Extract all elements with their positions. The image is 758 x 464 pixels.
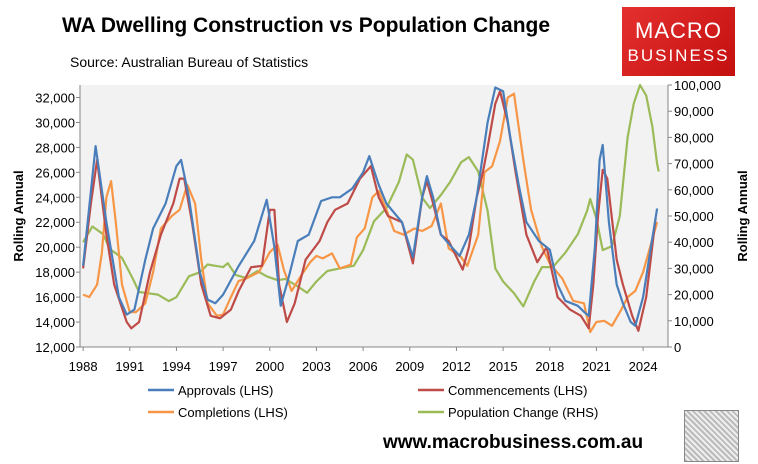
- y-tick-label-left: 24,000: [35, 190, 75, 205]
- y-tick-label-right: 0: [674, 340, 681, 355]
- y-tick-label-left: 30,000: [35, 115, 75, 130]
- y-tick-label-left: 18,000: [35, 265, 75, 280]
- y-axis-label-left: Rolling Annual: [11, 170, 26, 261]
- x-tick-label: 2009: [395, 359, 424, 374]
- y-tick-label-right: 20,000: [674, 288, 714, 303]
- legend-item: Completions (LHS): [148, 405, 288, 420]
- x-tick-label: 2012: [442, 359, 471, 374]
- legend-label: Commencements (LHS): [448, 383, 587, 398]
- x-tick-label: 1988: [69, 359, 98, 374]
- y-tick-label-left: 14,000: [35, 315, 75, 330]
- x-tick-label: 2015: [489, 359, 518, 374]
- legend-item: Approvals (LHS): [148, 383, 273, 398]
- y-tick-label-right: 10,000: [674, 314, 714, 329]
- x-tick-label: 2006: [349, 359, 378, 374]
- y-tick-label-right: 70,000: [674, 157, 714, 172]
- legend-item: Commencements (LHS): [418, 383, 587, 398]
- x-tick-label: 2018: [535, 359, 564, 374]
- chart-title: WA Dwelling Construction vs Population C…: [62, 14, 551, 37]
- y-tick-label-right: 90,000: [674, 104, 714, 119]
- y-tick-label-right: 30,000: [674, 261, 714, 276]
- y-tick-label-right: 40,000: [674, 235, 714, 250]
- logo-line2: BUSINESS: [627, 46, 730, 65]
- x-tick-label: 2003: [302, 359, 331, 374]
- legend-label: Completions (LHS): [178, 405, 288, 420]
- y-tick-label-left: 28,000: [35, 140, 75, 155]
- y-tick-label-left: 20,000: [35, 240, 75, 255]
- y-tick-label-left: 12,000: [35, 340, 75, 355]
- x-tick-label: 1994: [162, 359, 191, 374]
- y-tick-label-right: 100,000: [674, 78, 721, 93]
- series-line-population-change-rhs: [82, 83, 660, 308]
- series-line-commencements-lhs: [82, 90, 657, 332]
- y-tick-label-left: 32,000: [35, 90, 75, 105]
- website-url: www.macrobusiness.com.au: [383, 432, 644, 453]
- y-tick-label-right: 80,000: [674, 130, 714, 145]
- series-line-approvals-lhs: [82, 86, 659, 327]
- logo-line1: MACRO: [635, 18, 722, 43]
- y-tick-label-left: 26,000: [35, 165, 75, 180]
- y-axis-label-right: Rolling Annual: [735, 170, 750, 261]
- y-tick-label-right: 60,000: [674, 183, 714, 198]
- macrobusiness-logo: MACRO BUSINESS: [622, 7, 735, 76]
- x-tick-label: 1997: [209, 359, 238, 374]
- chart-subtitle: Source: Australian Bureau of Statistics: [70, 54, 309, 70]
- x-tick-label: 2000: [255, 359, 284, 374]
- y-tick-label-left: 16,000: [35, 290, 75, 305]
- legend-item: Population Change (RHS): [418, 405, 598, 420]
- y-tick-label-right: 50,000: [674, 209, 714, 224]
- x-tick-label: 1991: [115, 359, 144, 374]
- y-tick-label-left: 22,000: [35, 215, 75, 230]
- x-tick-label: 2024: [629, 359, 658, 374]
- wolf-mascot-image: [684, 410, 739, 462]
- x-tick-label: 2021: [582, 359, 611, 374]
- legend-label: Population Change (RHS): [448, 405, 598, 420]
- legend-label: Approvals (LHS): [178, 383, 273, 398]
